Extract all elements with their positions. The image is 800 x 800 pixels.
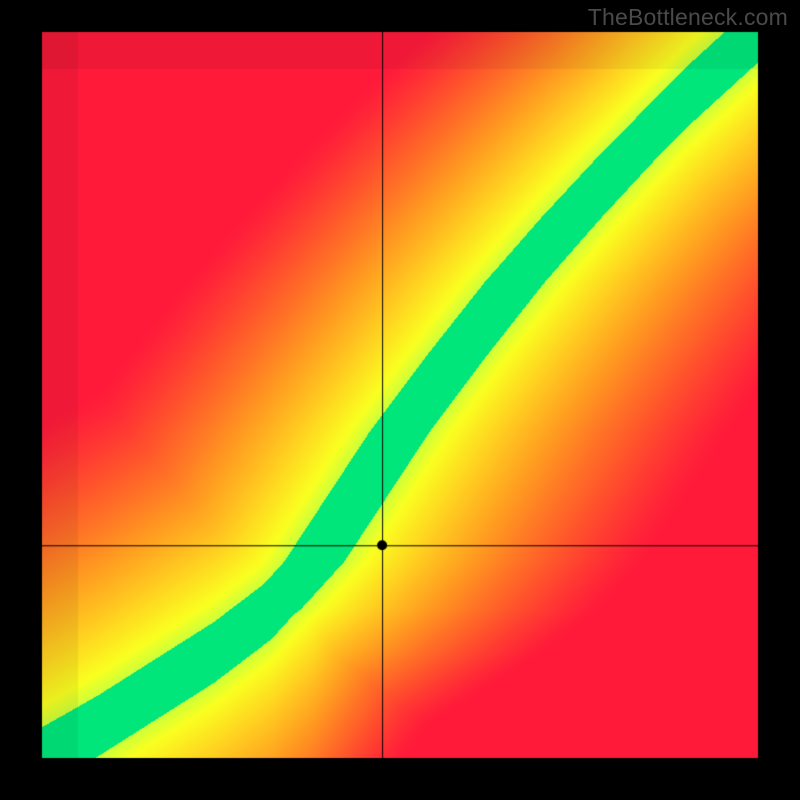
chart-container: TheBottleneck.com bbox=[0, 0, 800, 800]
watermark-text: TheBottleneck.com bbox=[588, 4, 788, 31]
bottleneck-heatmap bbox=[0, 0, 800, 800]
